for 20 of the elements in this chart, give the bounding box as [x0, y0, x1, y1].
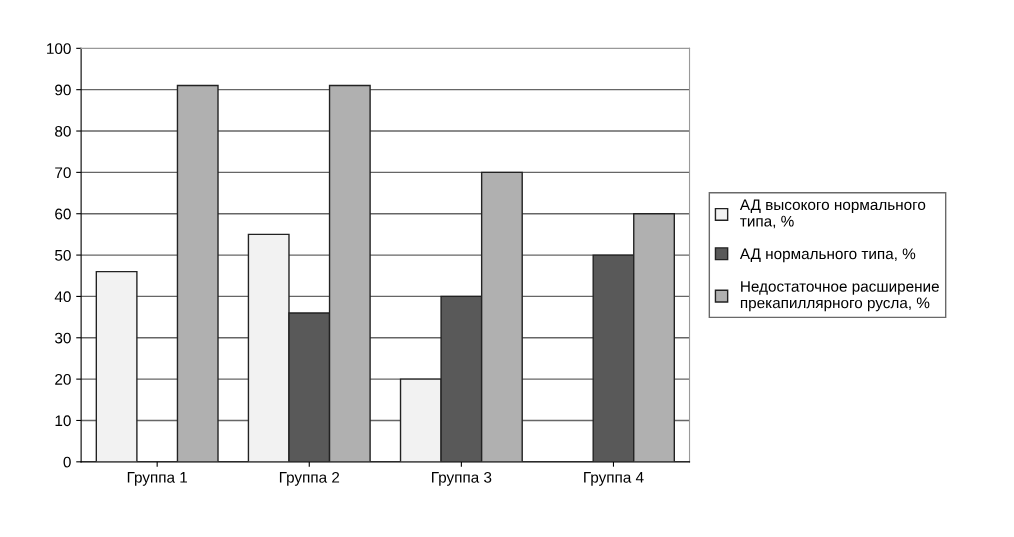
- x-tick-label: Группа 1: [127, 472, 188, 486]
- y-tick-label: 90: [55, 84, 71, 96]
- legend-label: АД нормального типа, %: [739, 248, 916, 263]
- y-tick-label: 60: [55, 208, 71, 220]
- y-tick-label: 0: [63, 456, 71, 468]
- y-tick-label: 50: [55, 249, 71, 261]
- y-tick-label: 100: [47, 43, 71, 55]
- legend-label: АД высокого нормального типа, %: [739, 199, 926, 229]
- x-tick-label: Группа 4: [584, 472, 644, 486]
- x-tick-label: Группа 2: [279, 471, 340, 486]
- y-tick-label: 10: [55, 415, 71, 427]
- bar: [95, 270, 138, 462]
- y-tick-label: 80: [55, 125, 71, 137]
- y-tick-label: 70: [55, 167, 71, 179]
- y-tick-label: 30: [54, 332, 71, 344]
- y-tick-label: 40: [54, 291, 71, 303]
- x-tick-label: Группа 3: [432, 471, 492, 486]
- legend-label: Недостаточное расширение прекапиллярного русла, %: [740, 281, 939, 312]
- bar: [176, 84, 219, 462]
- y-tick-label: 20: [55, 373, 71, 385]
